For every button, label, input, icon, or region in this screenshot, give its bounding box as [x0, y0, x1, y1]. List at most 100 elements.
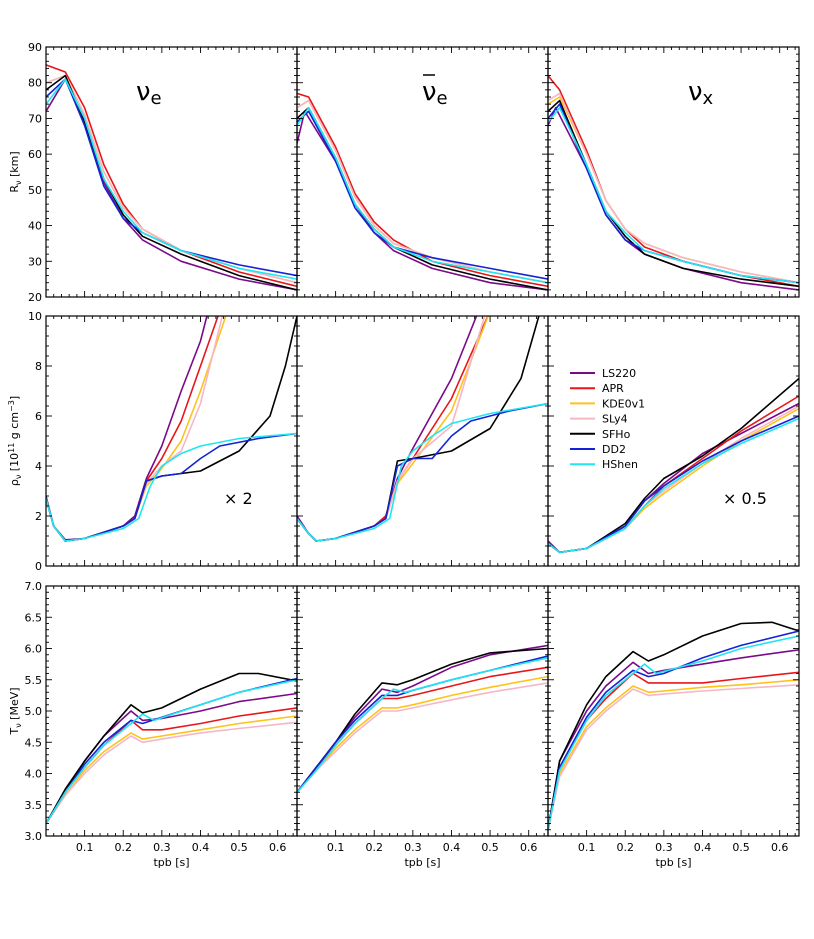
series-group [46, 672, 297, 824]
panel-T-nuebar: 0.1 0.2 0.3 0.4 0.5 0.6 tpb [s] [296, 585, 549, 869]
x-axis-label: tpb [s] [404, 856, 440, 869]
x-tick-label: 0.5 [732, 841, 750, 854]
series-line-hshen [548, 635, 799, 830]
series-line-hshen [297, 657, 548, 793]
legend-label-sly4: SLy4 [602, 413, 628, 426]
series-line-sfho [548, 99, 799, 288]
panel-frame [45, 46, 298, 298]
y-tick-label: 4 [35, 460, 42, 473]
series-line-apr [297, 92, 548, 288]
series-line-apr [548, 671, 799, 830]
series-group [548, 621, 799, 830]
legend-label-apr: APR [602, 382, 624, 395]
series-group [548, 75, 799, 291]
series-line-apr [46, 316, 219, 542]
scale-annotation: × 0.5 [723, 489, 767, 508]
series-line-kde0v1 [46, 715, 297, 824]
series-group [46, 316, 297, 542]
series-line-apr [46, 64, 297, 288]
series-line-hshen [46, 78, 297, 280]
series-line-ls220 [297, 644, 548, 793]
y-tick-label: 30 [28, 255, 42, 268]
series-line-sly4 [297, 99, 548, 284]
y-tick-label: 5.0 [25, 705, 43, 718]
y-tick-label: 40 [28, 220, 42, 233]
y-tick-label: 3.5 [25, 799, 43, 812]
y-tick-label: 2 [35, 510, 42, 523]
y-tick-label: 3.0 [25, 830, 43, 843]
x-tick-label: 0.1 [578, 841, 596, 854]
x-tick-label: 0.3 [655, 841, 673, 854]
species-label-nue: νe [136, 77, 162, 109]
panel-frame [296, 585, 549, 837]
series-line-sfho [297, 106, 548, 291]
y-tick-label: 5.5 [25, 674, 43, 687]
panel-rho-nuebar [296, 315, 549, 567]
y-tick-label: 60 [28, 148, 42, 161]
x-tick-label: 0.1 [327, 841, 345, 854]
series-line-kde0v1 [548, 679, 799, 830]
x-tick-label: 0.2 [114, 841, 132, 854]
series-line-hshen [46, 679, 297, 824]
y-tick-label: 90 [28, 41, 42, 54]
series-group [297, 644, 548, 793]
series-line-dd2 [548, 103, 799, 284]
panel-grid: 20 30 40 50 60 70 80 90 νe νe νx Rν [km] 0 2 4 6 8 10 ρν [… [7, 41, 800, 869]
y-tick-label: 80 [28, 77, 42, 90]
panel-frame [296, 315, 549, 567]
legend-label-hshen: HShen [602, 458, 638, 471]
x-tick-label: 0.6 [269, 841, 287, 854]
x-axis-label: tpb [s] [655, 856, 691, 869]
legend-label-ls220: LS220 [602, 367, 636, 380]
x-tick-label: 0.5 [230, 841, 248, 854]
y-tick-label: 6.0 [25, 643, 43, 656]
series-line-ls220 [46, 692, 297, 824]
y-axis-label-R: Rν [km] [8, 151, 23, 192]
series-line-sly4 [548, 684, 799, 830]
x-axis-label: tpb [s] [153, 856, 189, 869]
panel-R-nuebar: νe [296, 46, 549, 298]
series-line-dd2 [548, 630, 799, 830]
series-line-sfho [46, 672, 297, 824]
series-line-hshen [297, 106, 548, 284]
y-tick-label: 10 [28, 310, 42, 323]
series-line-sly4 [46, 721, 297, 824]
series-line-sly4 [46, 316, 224, 542]
legend-label-kde0v1: KDE0v1 [602, 397, 645, 410]
panel-rho-nux [547, 315, 800, 567]
series-line-dd2 [46, 677, 297, 824]
series-line-sfho [297, 647, 548, 793]
series-line-ls220 [46, 316, 208, 541]
species-label-nuebar: νe [422, 77, 448, 109]
x-tick-label: 0.6 [771, 841, 789, 854]
x-tick-label: 0.5 [481, 841, 499, 854]
panel-rho-nue: 0 2 4 6 8 10 [28, 310, 298, 573]
series-line-ls220 [46, 78, 297, 291]
x-tick-label: 0.4 [192, 841, 210, 854]
x-tick-label: 0.6 [520, 841, 538, 854]
series-line-sfho [297, 316, 540, 542]
x-tick-label: 0.2 [616, 841, 634, 854]
series-group [297, 316, 548, 542]
x-tick-label: 0.3 [153, 841, 171, 854]
series-line-kde0v1 [297, 675, 548, 793]
species-label-nux: νx [688, 77, 714, 109]
series-line-ls220 [548, 106, 799, 291]
series-group [46, 64, 297, 291]
y-tick-label: 4.0 [25, 768, 43, 781]
panel-R-nue: 20 30 40 50 60 70 80 90 νe [28, 41, 298, 304]
series-line-hshen [548, 417, 799, 554]
y-tick-label: 50 [28, 184, 42, 197]
series-line-sly4 [548, 92, 799, 284]
series-line-kde0v1 [297, 316, 490, 542]
series-line-ls220 [297, 110, 548, 291]
panel-T-nue: 3.0 3.5 4.0 4.5 5.0 5.5 6.0 6.5 7.0 0.1 0.2 0.3 0.4 0… [25, 580, 298, 869]
legend-label-sfho: SFHo [602, 428, 631, 441]
series-line-sfho [46, 74, 297, 291]
panel-R-nux: νx [547, 46, 800, 298]
panel-frame [45, 585, 298, 837]
y-tick-label: 8 [35, 360, 42, 373]
y-tick-label: 70 [28, 112, 42, 125]
series-line-hshen [548, 106, 799, 284]
